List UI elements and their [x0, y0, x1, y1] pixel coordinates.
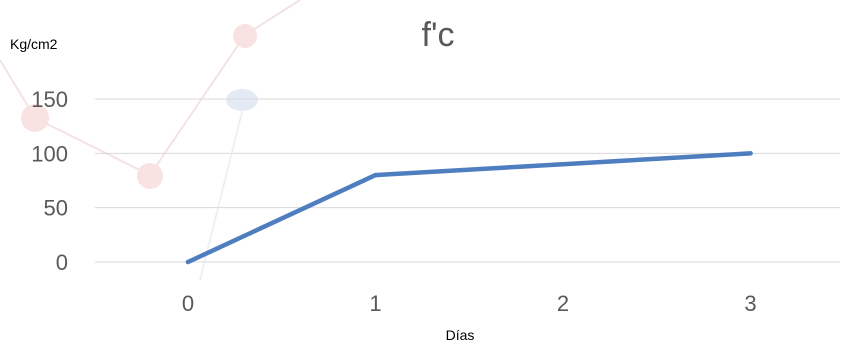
data-point	[748, 151, 753, 156]
x-axis-label: Días	[446, 327, 475, 343]
series-line-1	[185, 151, 753, 265]
y-axis-label: Kg/cm2	[10, 36, 58, 52]
x-tick-label: 1	[369, 291, 381, 316]
data-point	[185, 259, 191, 265]
x-tick-label: 3	[744, 291, 756, 316]
data-point	[560, 162, 566, 167]
series-layer	[185, 151, 753, 265]
background-decoration	[0, 0, 301, 281]
x-tick-label: 0	[182, 291, 194, 316]
y-tick-label: 100	[31, 141, 68, 166]
chart-title: f'c	[422, 16, 455, 54]
y-tick-label: 0	[56, 250, 68, 275]
y-tick-labels: 0 50 100 150	[31, 87, 68, 275]
y-tick-label: 150	[31, 87, 68, 112]
data-point	[373, 172, 378, 178]
y-tick-label: 50	[44, 196, 68, 221]
x-tick-labels: 0 1 2 3	[182, 291, 757, 316]
x-tick-label: 2	[557, 291, 569, 316]
gridlines	[95, 98, 840, 263]
